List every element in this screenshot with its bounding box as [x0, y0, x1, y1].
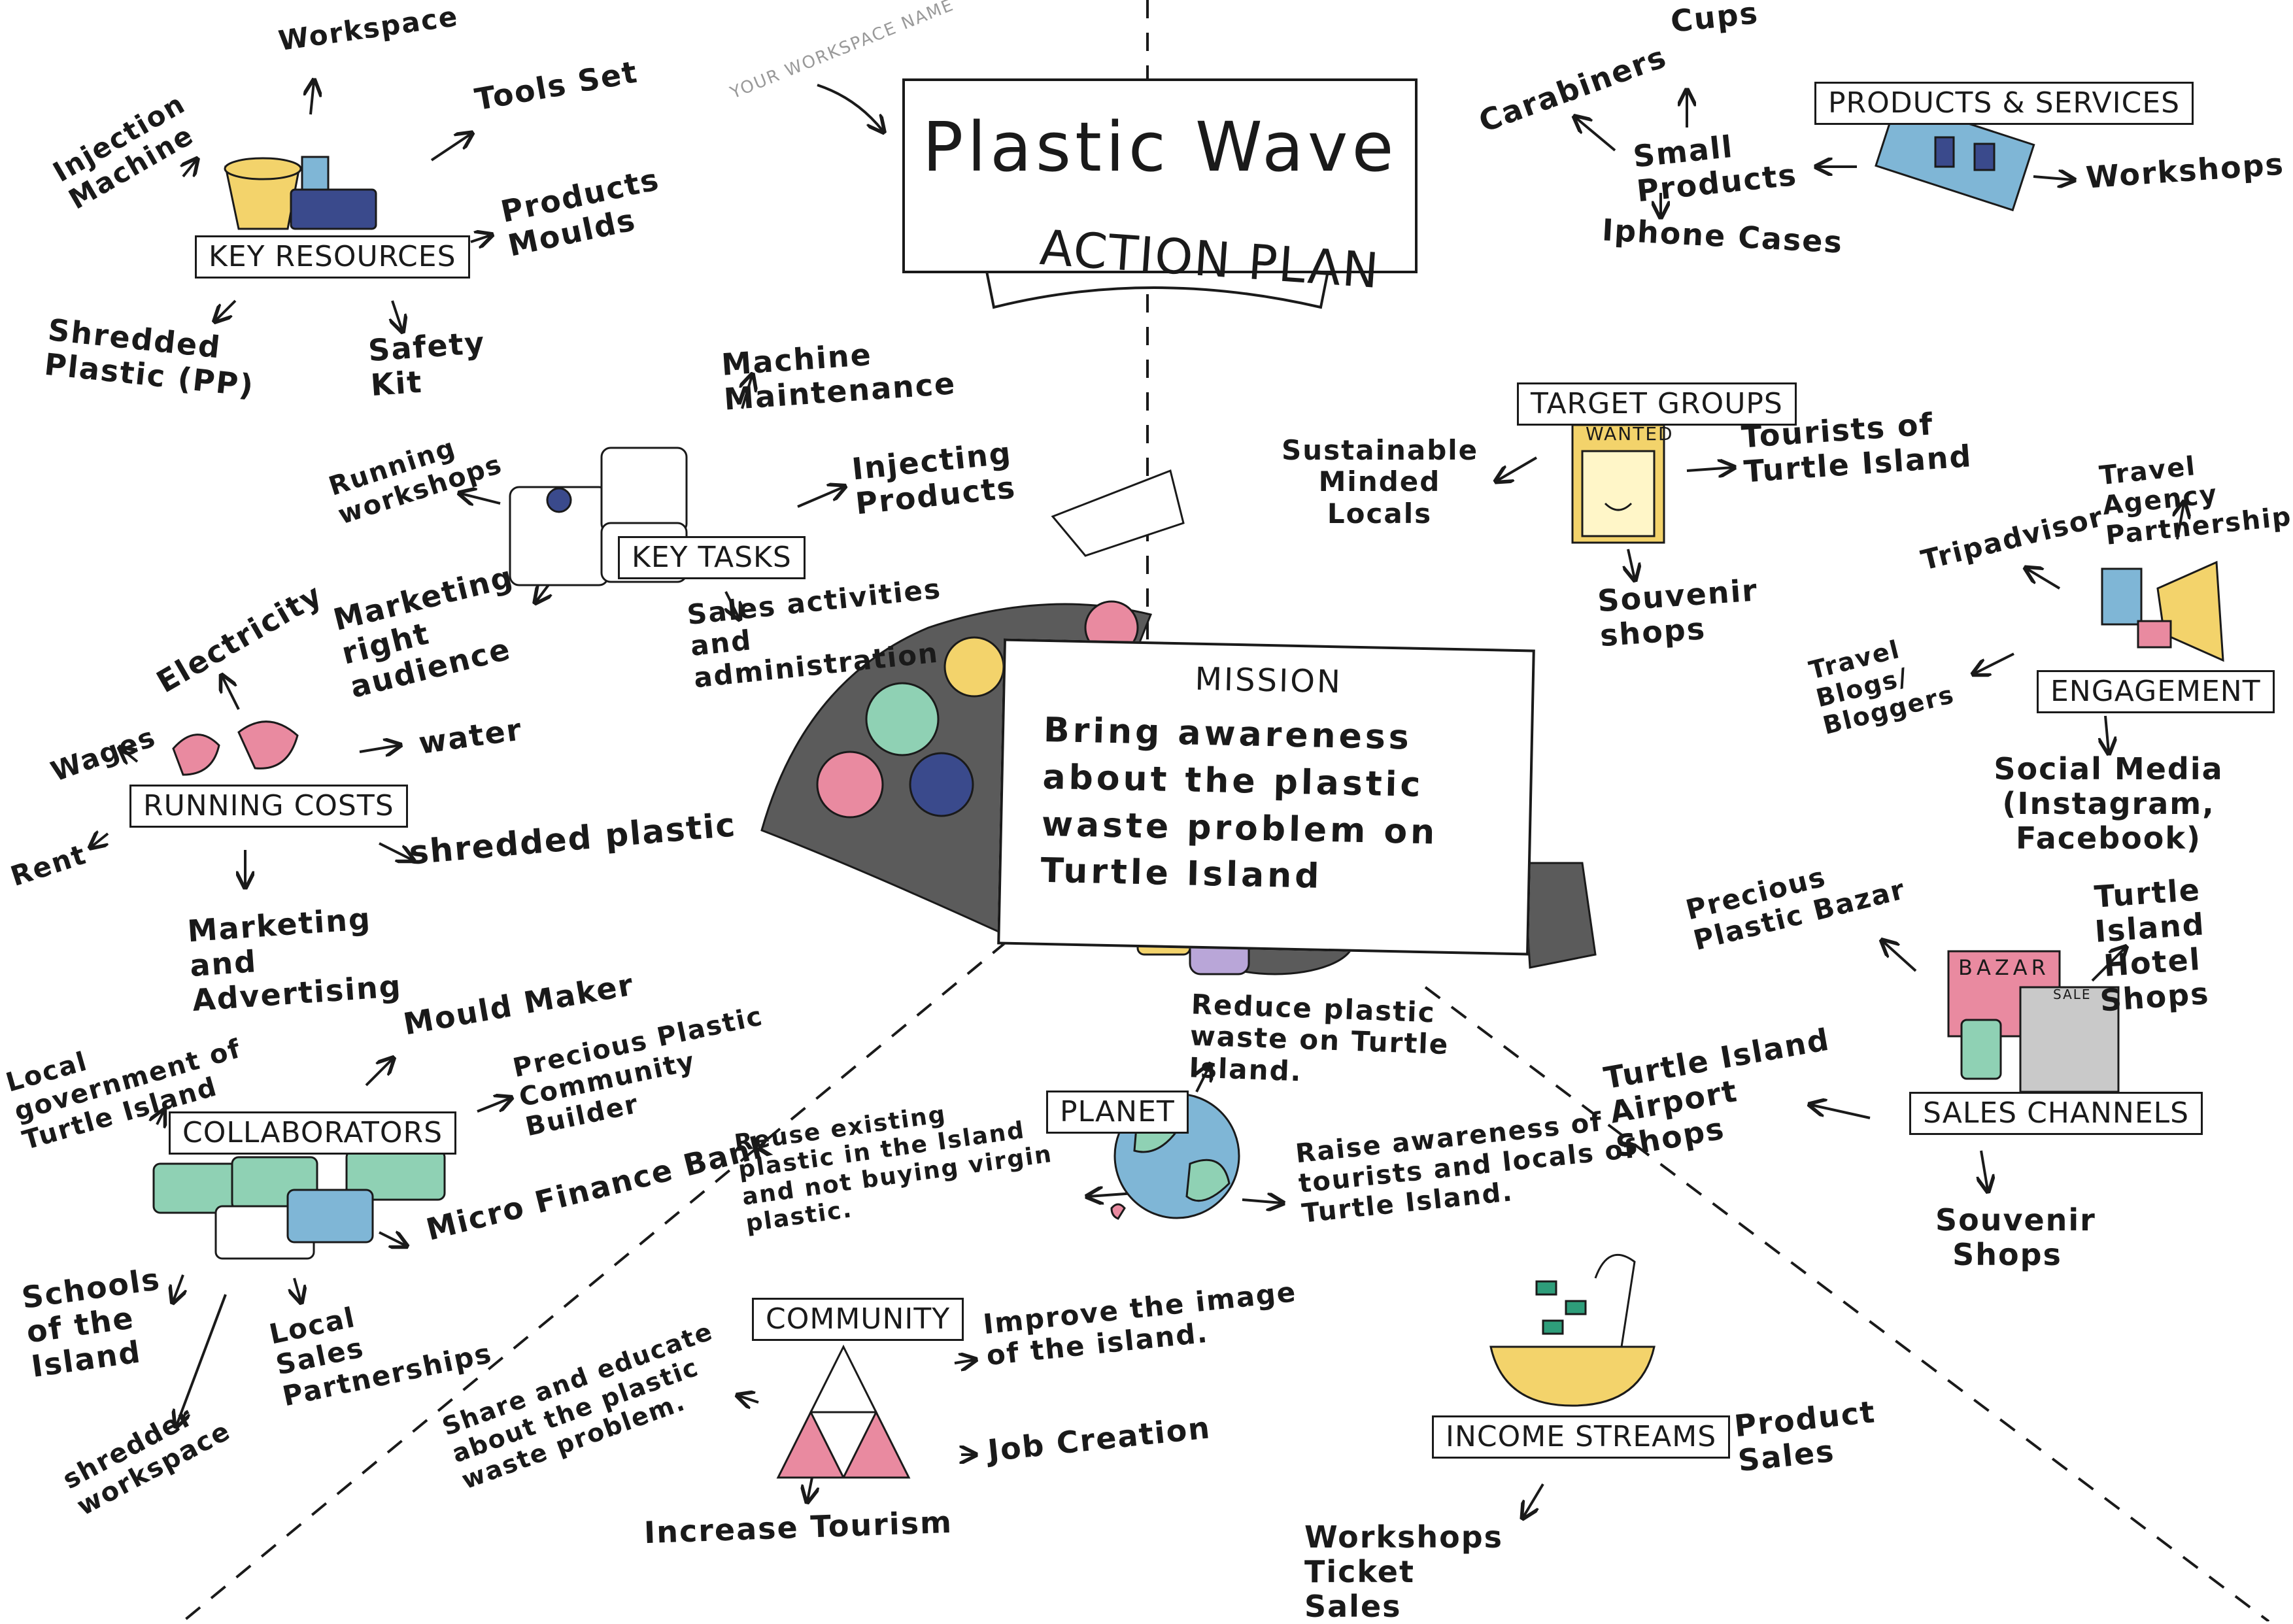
bucket-tools-illustration [224, 156, 377, 230]
collaborators-label: COLLABORATORS [169, 1111, 457, 1155]
target-groups-label: TARGET GROUPS [1517, 382, 1797, 426]
register-sign: SALE [2053, 987, 2092, 1002]
bathtub-money-illustration [1489, 1254, 1656, 1407]
planet-label: PLANET [1046, 1091, 1189, 1134]
card-house-illustration [776, 1344, 911, 1479]
mission-heading: MISSION [1194, 660, 1343, 701]
key-resources-label: KEY RESOURCES [195, 235, 470, 279]
title-box: Plastic Wave [902, 78, 1418, 273]
income-item: Workshops Ticket Sales [1304, 1519, 1504, 1624]
wanted-poster-illustration [1571, 424, 1665, 544]
collaborator-item: Schools of the Island [19, 1260, 163, 1384]
resource-item: Safety Kit [367, 324, 487, 403]
income-item: Product Sales [1732, 1394, 1878, 1479]
running-costs-label: RUNNING COSTS [129, 785, 408, 828]
piggy-bank-illustration [172, 720, 299, 776]
sales-item: Turtle Island Hotel Shops [2093, 871, 2211, 1019]
target-item: Sustainable Minded Locals [1282, 434, 1479, 530]
community-label: COMMUNITY [752, 1298, 964, 1342]
cost-item: Marketing and Advertising [186, 900, 403, 1018]
connector-arrows [92, 82, 2184, 1517]
wanted-poster-text: WANTED [1586, 423, 1674, 445]
planet-item: Reduce plastic waste on Turtle Island. [1188, 988, 1450, 1087]
cash-register-illustration [1947, 950, 2120, 1093]
income-streams-label: INCOME STREAMS [1432, 1415, 1731, 1459]
engagement-label: ENGAGEMENT [2037, 670, 2275, 714]
drill-mold-illustration [1875, 99, 2035, 212]
key-tasks-label: KEY TASKS [618, 536, 806, 580]
sales-item: Souvenir Shops [1935, 1202, 2096, 1272]
target-item: Souvenir shops [1596, 572, 1759, 654]
mission-box: MISSION Bring awareness about the plasti… [997, 638, 1535, 956]
bazar-sign: BAZAR [1958, 955, 2050, 980]
megaphone-illustration [2101, 560, 2224, 662]
engagement-item: Social Media (Instagram, Facebook) [1994, 751, 2224, 856]
page-title: Plastic Wave [922, 107, 1398, 187]
sales-channels-label: SALES CHANNELS [1909, 1092, 2203, 1136]
puzzle-illustration [152, 1149, 446, 1260]
products-services-label: PRODUCTS & SERVICES [1814, 82, 2194, 126]
mission-text: Bring awareness about the plastic waste … [1040, 710, 1438, 897]
